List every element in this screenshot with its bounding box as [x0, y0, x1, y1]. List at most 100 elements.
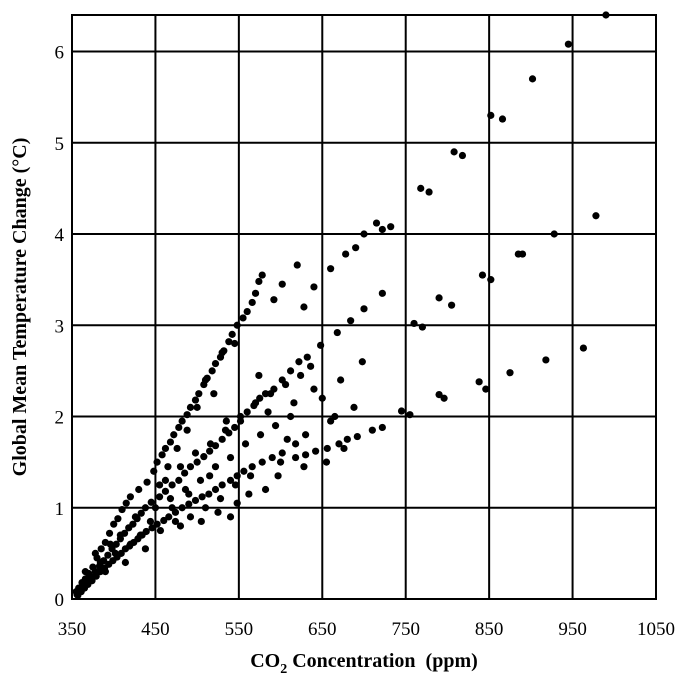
data-point — [312, 447, 320, 455]
data-point — [458, 151, 467, 160]
data-point — [245, 490, 253, 498]
data-point — [156, 493, 164, 501]
data-point — [335, 440, 343, 448]
data-point — [228, 330, 236, 338]
data-point — [317, 341, 325, 349]
data-point — [278, 449, 286, 457]
data-point — [178, 504, 186, 512]
data-point — [168, 481, 176, 489]
data-point — [435, 391, 443, 399]
data-point — [397, 407, 406, 415]
data-point — [246, 472, 255, 480]
data-point — [218, 435, 226, 443]
data-point — [153, 520, 161, 528]
data-point — [318, 394, 326, 402]
data-point — [86, 577, 94, 585]
y-tick-label: 3 — [55, 316, 65, 337]
data-point — [270, 296, 278, 304]
data-point — [243, 408, 251, 416]
data-point — [350, 403, 358, 411]
data-point — [268, 453, 276, 462]
data-point — [475, 378, 483, 386]
data-point — [206, 447, 214, 455]
data-point — [191, 496, 200, 505]
data-point — [293, 261, 301, 269]
data-point — [168, 504, 176, 512]
data-point — [307, 362, 315, 370]
data-point — [347, 317, 355, 325]
y-axis-title: Global Mean Temperature Change (°C) — [9, 138, 31, 477]
x-axis-tick-labels: 350 450 550 650 750 850 950 1050 — [58, 619, 675, 640]
data-point — [579, 344, 588, 352]
data-point — [117, 549, 125, 557]
data-point — [161, 476, 170, 484]
data-point — [278, 280, 286, 288]
data-point — [218, 349, 226, 357]
y-tick-label: 4 — [55, 225, 65, 246]
data-point — [303, 353, 311, 361]
data-point — [406, 411, 414, 419]
data-point — [342, 250, 350, 258]
data-point — [300, 463, 308, 471]
data-point — [170, 431, 178, 439]
data-point — [291, 440, 300, 448]
data-point — [327, 265, 335, 273]
data-point — [126, 540, 134, 548]
data-point — [151, 504, 160, 512]
data-point — [222, 417, 230, 425]
data-point — [178, 417, 186, 425]
data-point — [116, 531, 124, 539]
data-point — [112, 540, 120, 548]
x-tick-label: 350 — [58, 619, 87, 640]
x-tick-label: 650 — [308, 619, 337, 640]
data-point — [248, 298, 256, 307]
data-point — [248, 463, 256, 471]
data-point — [175, 476, 183, 484]
data-point — [231, 339, 239, 348]
data-point — [251, 289, 260, 297]
data-point — [226, 476, 235, 484]
data-point — [240, 467, 248, 475]
data-point — [181, 469, 189, 477]
y-tick-label: 2 — [55, 408, 65, 429]
data-point — [276, 458, 285, 466]
data-point — [176, 522, 185, 530]
data-point — [183, 426, 191, 434]
data-point — [105, 529, 114, 537]
data-point — [360, 230, 368, 238]
data-point — [200, 453, 208, 461]
data-point — [141, 504, 150, 512]
data-point — [352, 244, 360, 252]
data-point — [126, 493, 134, 501]
data-point — [487, 276, 495, 284]
data-point — [337, 376, 345, 384]
data-point — [233, 472, 241, 480]
data-point — [106, 540, 114, 548]
data-point — [216, 495, 225, 503]
data-point — [196, 476, 205, 484]
data-point — [171, 517, 180, 526]
data-point — [296, 371, 305, 380]
data-point — [186, 403, 195, 411]
data-point — [592, 212, 600, 220]
data-point — [114, 515, 122, 523]
data-point — [193, 458, 201, 466]
data-point — [322, 458, 331, 466]
data-point — [164, 463, 172, 471]
data-point — [274, 472, 282, 480]
data-point — [487, 111, 495, 119]
data-point — [211, 485, 220, 494]
y-axis-tick-labels: 0 1 2 3 4 5 6 — [55, 43, 65, 612]
data-point — [564, 40, 573, 48]
data-point — [295, 358, 303, 366]
data-point — [201, 504, 210, 512]
data-point — [327, 417, 335, 425]
data-point — [482, 385, 490, 393]
data-point — [331, 412, 339, 421]
data-point — [92, 572, 100, 580]
data-point — [161, 444, 170, 453]
data-point — [261, 485, 270, 494]
y-tick-label: 5 — [55, 134, 65, 155]
data-point — [208, 367, 216, 375]
